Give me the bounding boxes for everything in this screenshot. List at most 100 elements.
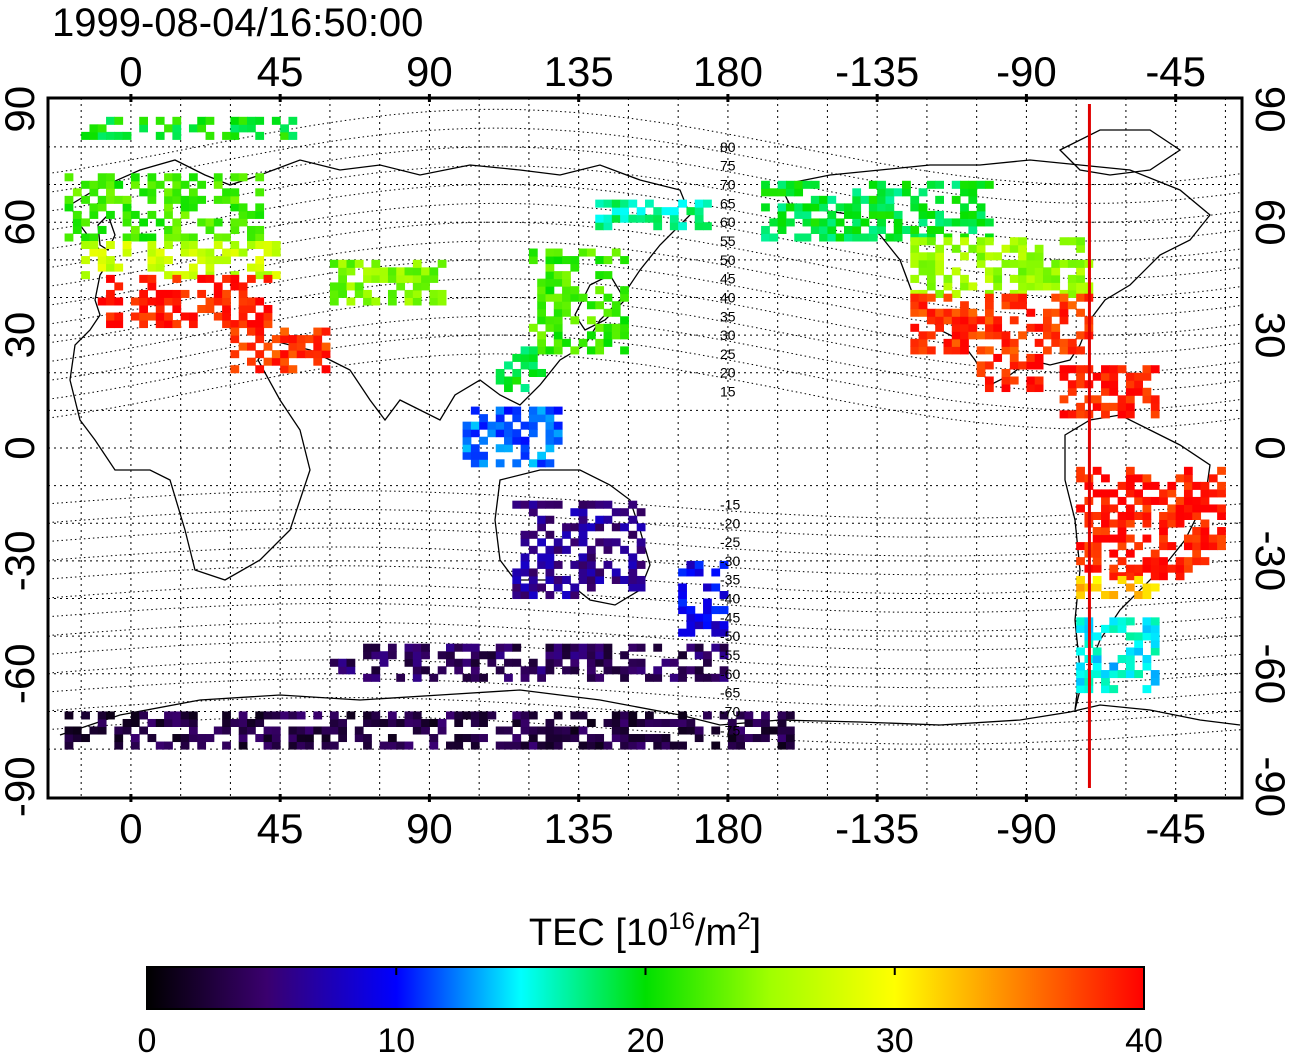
tec-cell	[346, 282, 356, 291]
tec-cell	[777, 741, 787, 750]
tec-cell	[1142, 685, 1152, 694]
tec-cell	[147, 282, 157, 291]
tec-cell	[122, 131, 132, 140]
tec-cell	[785, 741, 795, 750]
tec-cell	[1159, 511, 1168, 521]
tec-cell	[761, 233, 770, 242]
tec-cell	[479, 734, 488, 743]
tec-cell	[164, 188, 173, 197]
tec-cell	[603, 666, 613, 675]
tec-cell	[1092, 654, 1102, 664]
tec-cell	[247, 726, 256, 735]
tec-cell	[130, 173, 140, 182]
tec-cell	[586, 651, 596, 660]
tec-cell	[918, 237, 928, 246]
tec-cell	[661, 207, 671, 216]
tec-cell	[147, 263, 157, 272]
tec-cell	[653, 718, 663, 727]
tec-cell	[910, 237, 920, 246]
tec-cell	[520, 500, 530, 509]
tec-cell	[545, 286, 555, 295]
tec-cell	[926, 210, 936, 219]
magnetic-contour	[48, 659, 1242, 689]
tec-cell	[504, 658, 513, 667]
tec-cell	[114, 282, 124, 291]
tec-cell	[918, 218, 928, 227]
tec-cell	[528, 545, 538, 554]
tec-cell	[678, 651, 687, 660]
tec-cell	[454, 718, 464, 727]
tec-cell	[1018, 282, 1027, 291]
tec-cell	[960, 331, 969, 340]
tec-cell	[247, 263, 256, 272]
tec-cell	[122, 203, 132, 212]
tec-cell	[155, 304, 165, 314]
tec-cell	[305, 335, 314, 344]
tec-cell	[537, 301, 546, 310]
tec-cell	[1109, 519, 1119, 528]
tec-cell	[1134, 639, 1143, 648]
tec-cell	[188, 711, 198, 720]
tec-cell	[703, 651, 712, 660]
tec-cell	[603, 271, 613, 280]
tec-cell	[1076, 624, 1085, 633]
tec-cell	[545, 651, 555, 660]
tec-cell	[396, 718, 406, 727]
tec-cell	[412, 666, 422, 675]
tec-cell	[603, 651, 613, 660]
tec-cell	[346, 297, 356, 306]
tec-cell	[545, 575, 555, 584]
tec-cell	[844, 203, 853, 212]
tec-cell	[611, 207, 621, 216]
tec-cell	[238, 124, 248, 133]
tec-cell	[1026, 376, 1036, 385]
tec-cell	[238, 726, 248, 735]
tec-cell	[429, 718, 439, 727]
tec-cell	[1092, 670, 1102, 679]
tec-cell	[263, 248, 273, 257]
tec-cell	[504, 643, 513, 652]
tec-cell	[1034, 244, 1044, 253]
tec-cell	[371, 718, 381, 727]
tec-cell	[188, 726, 198, 735]
tec-cell	[528, 500, 538, 509]
tec-cell	[528, 711, 538, 720]
tec-cell	[960, 274, 969, 283]
tec-cell	[363, 741, 372, 750]
tec-cell	[412, 297, 422, 306]
tec-cell	[1026, 267, 1036, 276]
tec-cell	[1076, 402, 1085, 411]
magnetic-contour	[48, 678, 1242, 707]
tec-cell	[926, 293, 936, 302]
tec-cell	[528, 421, 538, 430]
tec-cell	[1059, 346, 1069, 355]
tec-cell	[653, 222, 663, 231]
tec-cell	[976, 244, 986, 253]
tec-cell	[164, 289, 173, 298]
tec-cell	[1076, 662, 1085, 671]
tec-cell	[1109, 504, 1119, 513]
tec-cell	[114, 734, 124, 743]
tec-cell	[81, 271, 90, 280]
tec-cell	[628, 711, 638, 720]
tec-cell	[305, 726, 314, 735]
tec-cell	[827, 225, 837, 234]
tec-cell	[984, 308, 994, 317]
tec-cell	[1117, 654, 1127, 664]
tec-cell	[777, 188, 787, 197]
x-axis-bottom: 0 45 90 135 180 -135 -90 -45	[119, 805, 1206, 852]
tec-cell	[346, 658, 356, 667]
tec-cell	[935, 225, 944, 234]
tec-cell	[1192, 534, 1202, 543]
tec-cell	[553, 726, 563, 735]
tec-cell	[1167, 489, 1177, 498]
tec-cell	[280, 124, 289, 133]
tec-cell	[346, 666, 356, 675]
tec-cell	[230, 173, 240, 182]
tec-cell	[72, 734, 82, 743]
tec-cell	[354, 734, 364, 743]
tec-cell	[1101, 402, 1110, 411]
tec-cell	[139, 726, 148, 735]
tec-cell	[454, 734, 464, 743]
tec-cell	[570, 591, 580, 600]
